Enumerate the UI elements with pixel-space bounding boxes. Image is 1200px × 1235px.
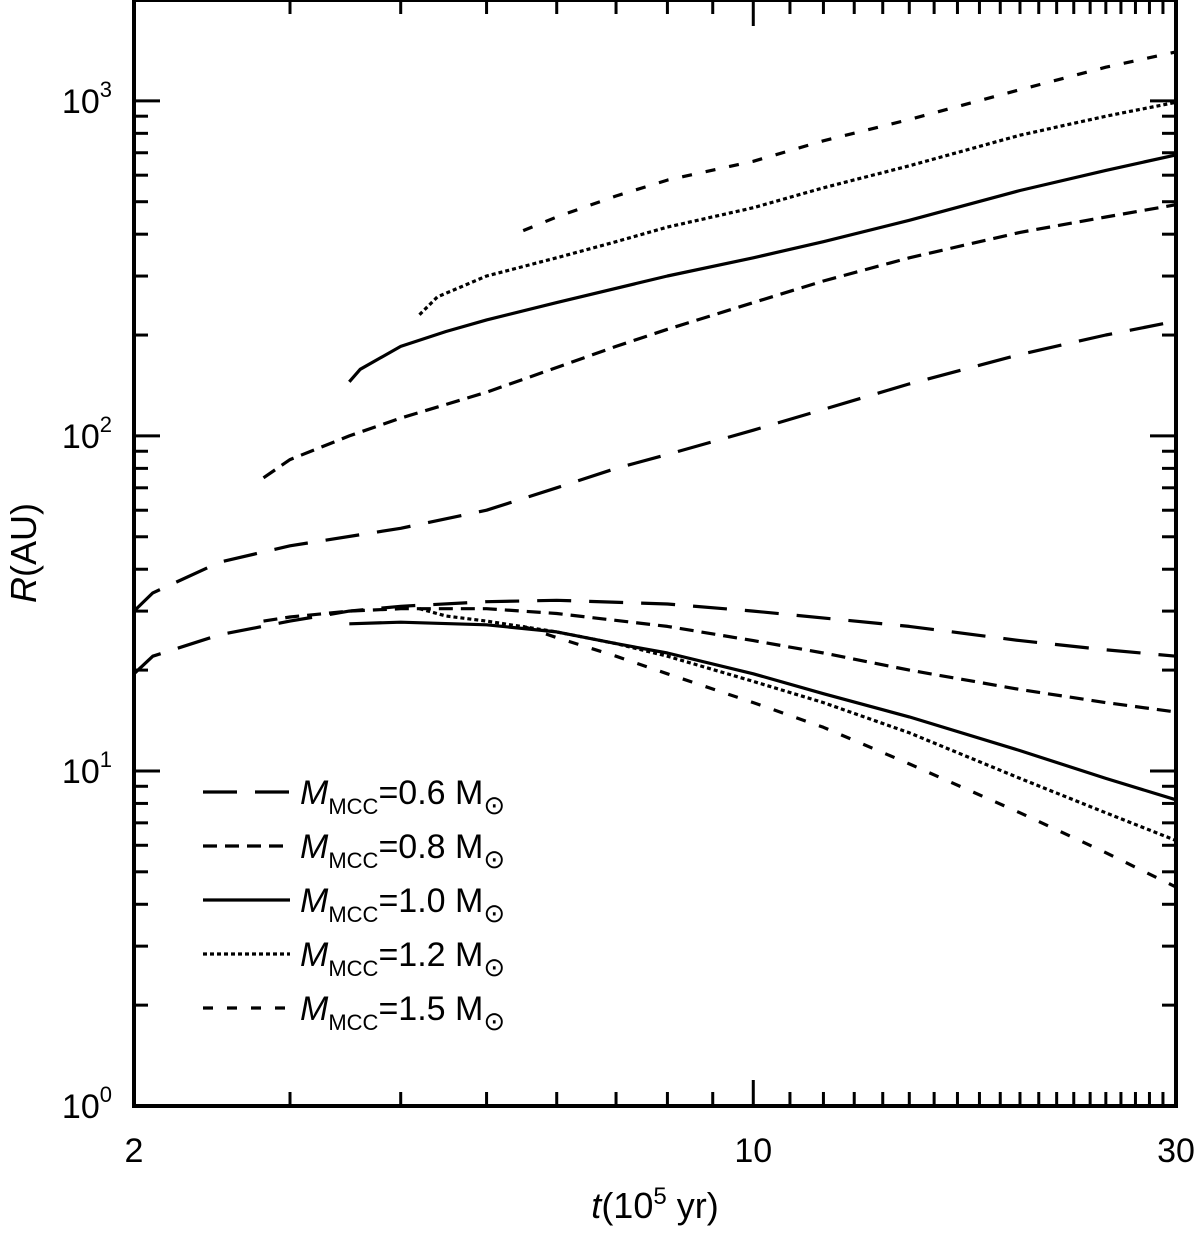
legend-label-1: MMCC=0.6 M⊙ <box>300 774 505 820</box>
series-3-line-1 <box>348 153 1177 383</box>
plot-frame <box>132 0 1178 1108</box>
legend: MMCC=0.6 M⊙ MMCC=0.8 M⊙ MMCC=1.0 M⊙ MMCC=1.… <box>203 774 505 1036</box>
x-tick-label: 10 <box>734 1132 772 1170</box>
x-axis-label-pre: (10 <box>601 1185 653 1226</box>
y-tick-label: 100 <box>62 1082 112 1126</box>
series-1-line-2 <box>132 598 1177 675</box>
series-2-line-2 <box>263 607 1177 714</box>
x-axis-label-post: yr) <box>667 1185 719 1226</box>
series-4-line-1 <box>418 100 1177 316</box>
x-axis-label-sup: 5 <box>653 1183 666 1210</box>
series-1-line-1 <box>132 319 1177 613</box>
legend-label-3: MMCC=1.0 M⊙ <box>300 882 505 928</box>
y-axis-label-rest: (AU) <box>3 503 44 577</box>
tick-labels: 2 10 30 100 101 102 103 <box>62 77 1195 1170</box>
y-axis-label: R(AU) <box>3 503 44 603</box>
axis-ticks <box>132 0 1178 1108</box>
series-4-line-2 <box>419 607 1177 842</box>
series-2-line-1 <box>262 203 1177 480</box>
x-tick-label: 30 <box>1157 1132 1195 1170</box>
series-5-line-1 <box>522 50 1177 233</box>
x-axis-label: t(105 yr) <box>591 1183 718 1226</box>
series-layer <box>132 50 1177 889</box>
legend-label-5: MMCC=1.5 M⊙ <box>300 990 505 1036</box>
y-tick-label: 103 <box>62 77 112 121</box>
x-axis-label-var: t <box>591 1185 603 1226</box>
series-5-line-2 <box>522 624 1177 889</box>
series-3-line-2 <box>349 620 1177 802</box>
y-tick-label: 101 <box>62 747 112 791</box>
legend-label-2: MMCC=0.8 M⊙ <box>300 828 505 874</box>
y-axis-label-var: R <box>3 577 44 603</box>
y-tick-label: 102 <box>62 412 112 456</box>
x-tick-label: 2 <box>125 1132 144 1170</box>
legend-label-4: MMCC=1.2 M⊙ <box>300 936 505 982</box>
